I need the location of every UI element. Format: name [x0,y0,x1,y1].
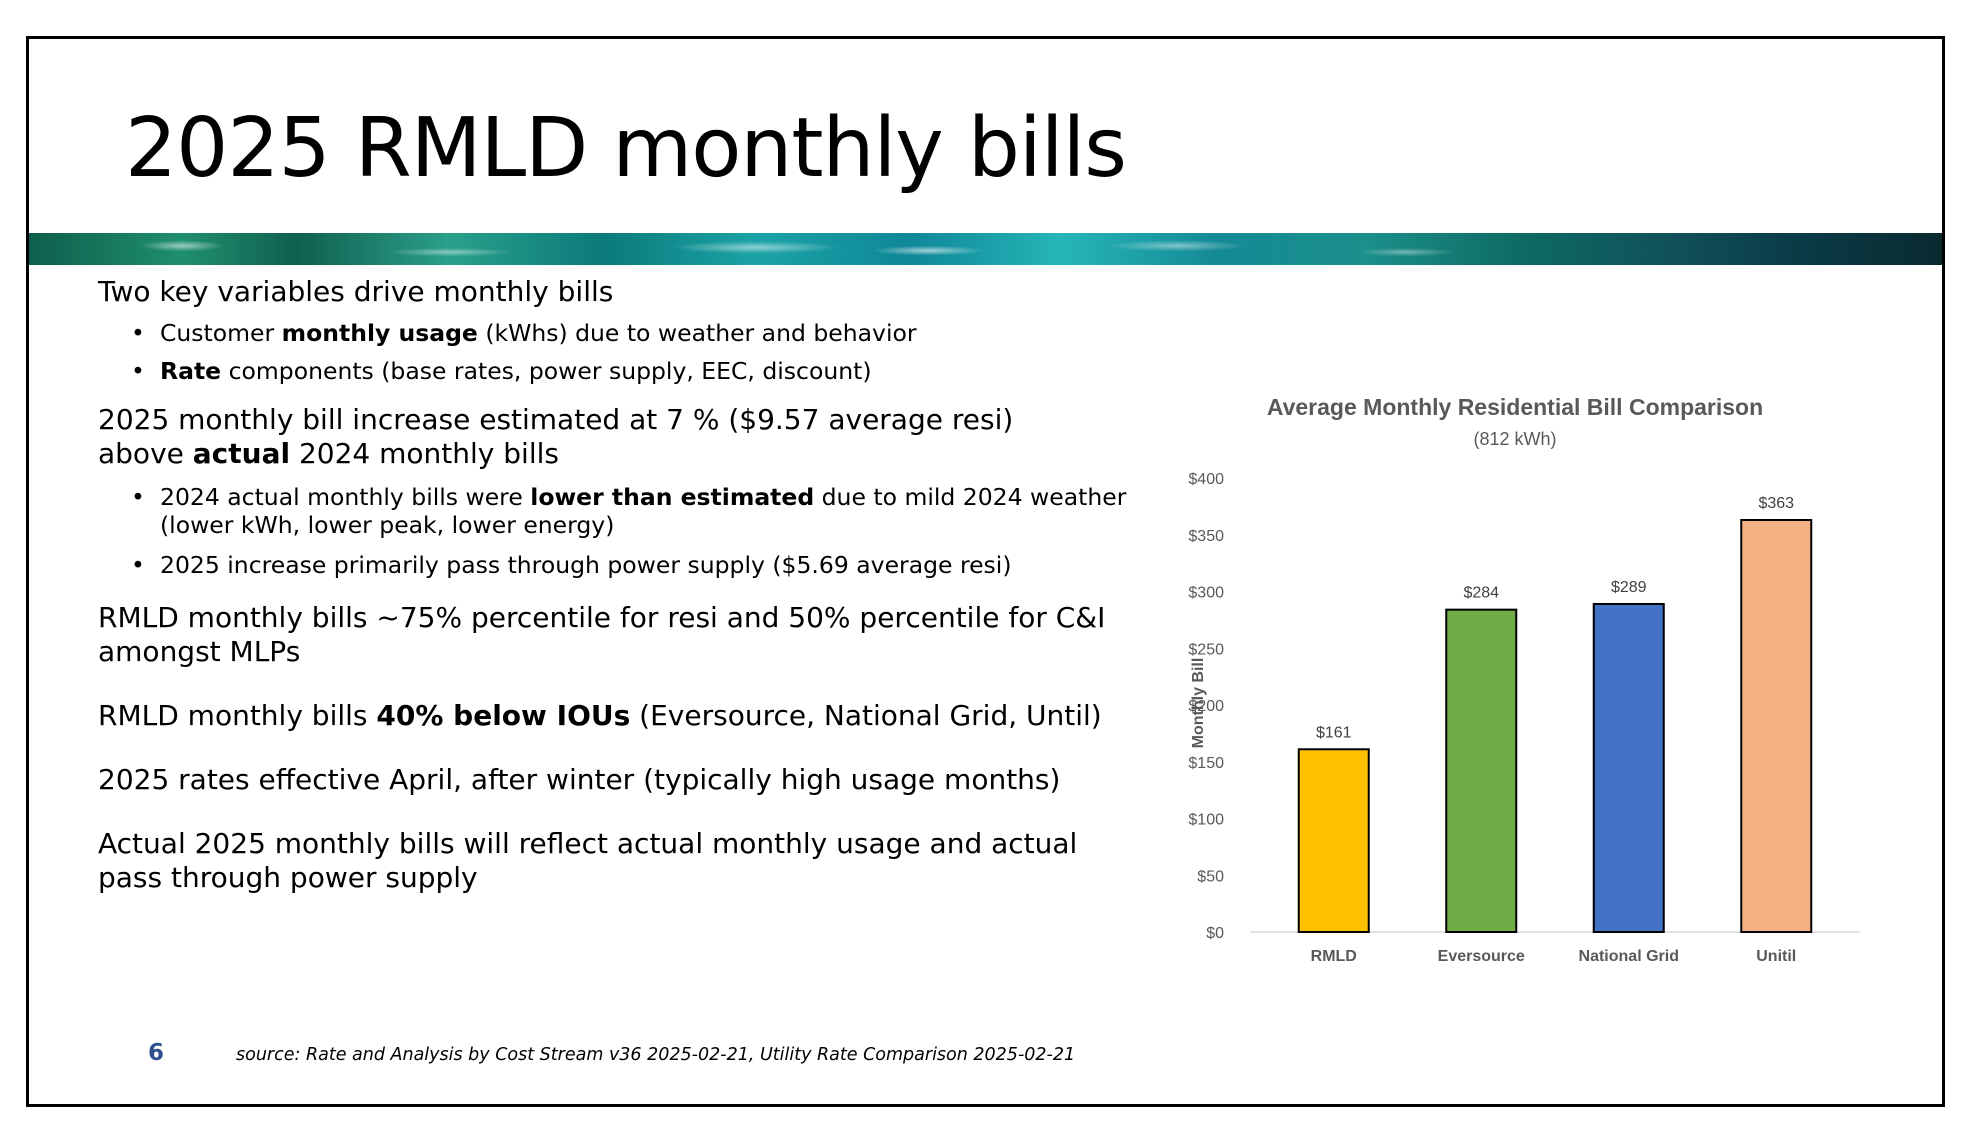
bullet-monthly-usage: Customer monthly usage (kWhs) due to wea… [98,319,1138,347]
bullet-text: components (base rates, power supply, EE… [221,357,872,385]
bar-eversource [1445,608,1518,933]
data-label: $284 [1463,585,1499,602]
source-note: source: Rate and Analysis by Cost Stream… [236,1045,1076,1065]
paragraph-text: above [98,437,193,470]
bar-unitil [1740,518,1813,933]
bullet-text: (kWhs) due to weather and behavior [477,319,917,347]
paragraph-percentile: RMLD monthly bills ~75% percentile for r… [98,601,1138,669]
bullet-text: due to mild 2024 weather [814,483,1127,511]
slide-body: Two key variables drive monthly bills Cu… [98,275,1138,895]
water-banner-image [29,233,1942,265]
paragraph-text: 2025 monthly bill increase estimated at … [98,403,1014,436]
bullet-text: (lower kWh, lower peak, lower energy) [160,511,615,539]
paragraph-actual-bills: Actual 2025 monthly bills will reflect a… [98,827,1138,895]
bullet-pass-through: 2025 increase primarily pass through pow… [98,551,1138,579]
bar-national-grid [1592,602,1665,934]
y-tick-label: $100 [1188,812,1224,829]
paragraph-bill-increase: 2025 monthly bill increase estimated at … [98,403,1138,471]
category-label: Unitil [1756,948,1796,965]
bullet-text: 2024 actual monthly bills were [160,483,531,511]
page-number: 6 [148,1040,165,1066]
bar-rmld [1297,748,1370,934]
chart-subtitle: (812 kWh) [1473,429,1556,449]
paragraph-text: RMLD monthly bills ~75% percentile for r… [98,601,1106,634]
y-tick-label: $400 [1188,471,1224,488]
heading-key-variables: Two key variables drive monthly bills [98,275,614,308]
bullet-bold-text: monthly usage [281,319,478,347]
chart-title: Average Monthly Residential Bill Compari… [1267,394,1763,420]
y-tick-label: $250 [1188,641,1224,658]
data-label: $363 [1758,495,1794,512]
category-label: National Grid [1579,948,1679,965]
y-tick-label: $150 [1188,755,1224,772]
data-label: $289 [1611,579,1647,596]
y-tick-label: $50 [1197,868,1224,885]
bullet-text: Customer [160,319,282,347]
category-label: Eversource [1438,948,1525,965]
paragraph-text: 2024 monthly bills [290,437,559,470]
paragraph-text: RMLD monthly bills [98,699,377,732]
bullet-bold-text: Rate [160,357,222,385]
bill-comparison-chart: Average Monthly Residential Bill Compari… [1188,394,1860,965]
paragraph-text: amongst MLPs [98,635,301,668]
bullet-bold-text: lower than estimated [530,483,815,511]
paragraph-rates-effective: 2025 rates effective April, after winter… [98,763,1061,796]
paragraph-bold-text: 40% below IOUs [376,699,631,732]
slide-title: 2025 RMLD monthly bills [125,101,1127,196]
paragraph-text: (Eversource, National Grid, Until) [630,699,1102,732]
paragraph-text: pass through power supply [98,861,478,894]
paragraph-text: Actual 2025 monthly bills will reflect a… [98,827,1078,860]
y-tick-label: $200 [1188,698,1224,715]
data-label: $161 [1316,724,1352,741]
plot-area: $0 $50 $100 $150 $200 $250 $300 $350 $400 $161 RML… [1188,471,1860,965]
y-tick-label: $300 [1188,585,1224,602]
paragraph-below-ious: RMLD monthly bills 40% below IOUs (Evers… [98,699,1138,733]
bullet-lower-than-estimated: 2024 actual monthly bills were lower tha… [98,483,1138,539]
paragraph-bold-text: actual [192,437,291,470]
y-tick-label: $0 [1206,925,1224,942]
y-axis-label: Monthly Bill [1190,658,1207,749]
bullet-rate-components: Rate components (base rates, power suppl… [98,357,1138,385]
category-label: RMLD [1311,948,1357,965]
y-tick-label: $350 [1188,528,1224,545]
